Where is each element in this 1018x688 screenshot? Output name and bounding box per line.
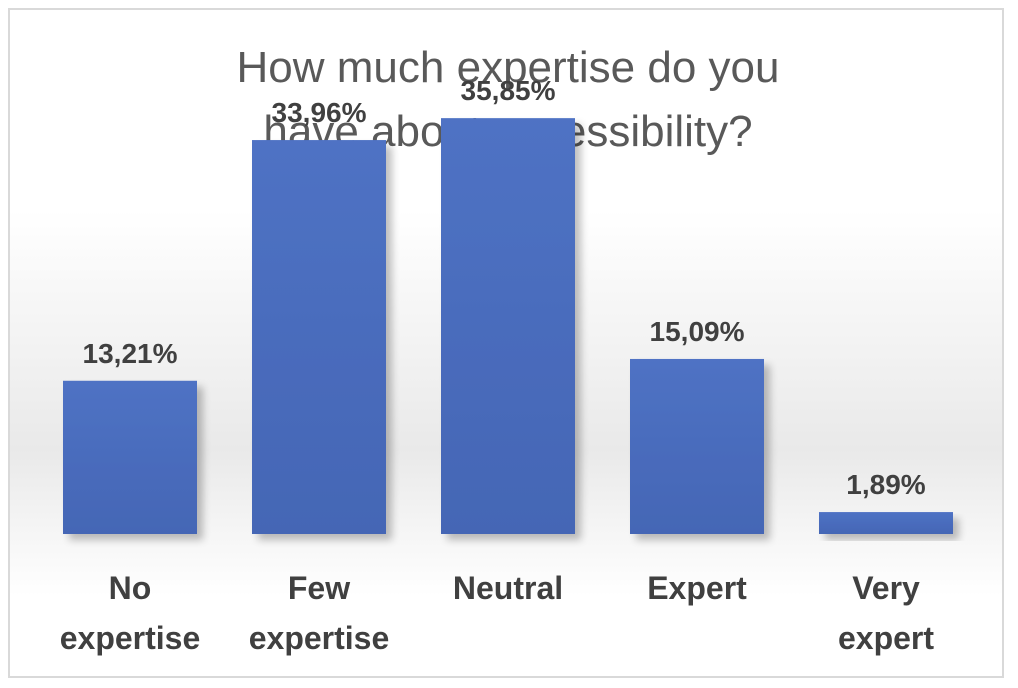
category-labels: No expertise Few expertise Neutral Expert Very… xyxy=(60,570,935,656)
category-label-4: expert xyxy=(838,620,934,656)
data-label-0: 13,21% xyxy=(83,338,178,369)
bar-4 xyxy=(819,512,953,534)
data-label-4: 1,89% xyxy=(846,469,925,500)
category-label-1: Few xyxy=(288,570,350,606)
bar-2 xyxy=(441,118,575,534)
category-label-0: No xyxy=(109,570,152,606)
category-label-1: expertise xyxy=(249,620,390,656)
data-label-1: 33,96% xyxy=(272,97,367,128)
category-label-0: expertise xyxy=(60,620,201,656)
chart-frame: How much expertise do you have about acce… xyxy=(8,8,1004,678)
category-label-3: Expert xyxy=(647,570,747,606)
bar-1 xyxy=(252,140,386,534)
data-label-2: 35,85% xyxy=(461,75,556,106)
data-labels: 13,21% 33,96% 35,85% 15,09% 1,89% xyxy=(83,75,926,500)
category-label-2: Neutral xyxy=(453,570,563,606)
data-label-3: 15,09% xyxy=(650,316,745,347)
chart-title-line: How much expertise do you xyxy=(237,43,780,92)
bar-3 xyxy=(630,358,764,534)
bars xyxy=(63,118,953,534)
bar-0 xyxy=(63,380,197,534)
category-label-4: Very xyxy=(852,570,920,606)
